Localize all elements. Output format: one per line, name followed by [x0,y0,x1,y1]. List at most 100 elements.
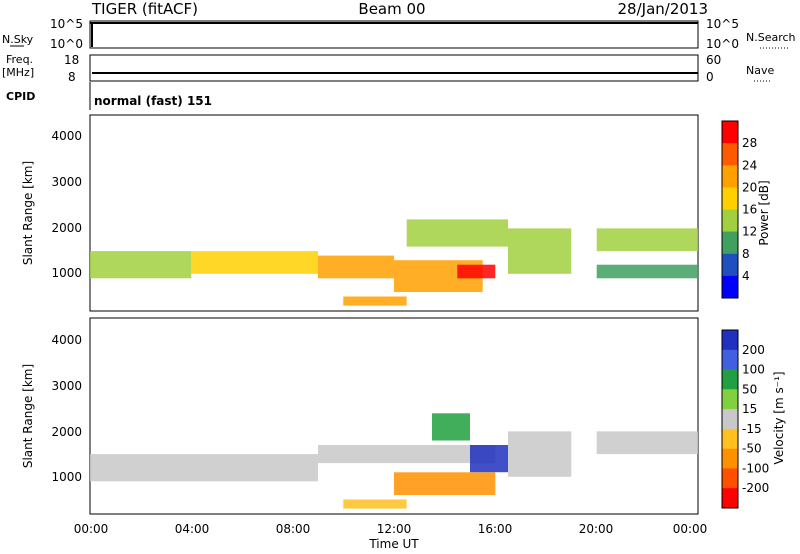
power-colorbar-swatch-4 [722,209,738,233]
power-colorbar-tick-2: 20 [742,180,757,194]
velocity-colorbar-swatch-1 [722,349,738,371]
freq-label: Freq. [6,53,33,66]
power-region-8 [596,228,698,252]
velocity-colorbar-tick-1: 100 [742,363,765,377]
power-heatmap [90,219,698,306]
freq-tick-bottom: 8 [68,70,76,84]
power-region-7 [508,228,572,274]
velocity-colorbar-swatch-3 [722,389,738,410]
velocity-region-6 [508,431,572,477]
xtick-6: 00:00 [673,522,708,536]
power-colorbar-swatch-6 [722,253,738,277]
power-colorbar-swatch-0 [722,121,738,144]
velocity-region-5 [432,413,470,441]
power-colorbar-tick-5: 8 [742,247,750,261]
cpid-label: CPID [6,90,35,103]
freq-panel: Freq. [MHz] 18 8 60 0 Nave [2,53,774,84]
power-colorbar-tick-0: 28 [742,136,757,150]
velocity-colorbar-label: Velocity [m s⁻¹] [772,371,786,464]
velocity-colorbar-swatch-7 [722,468,738,489]
velocity-colorbar-tick-0: 200 [742,343,765,357]
velocity-colorbar-swatch-4 [722,409,738,430]
velocity-colorbar-swatch-0 [722,330,738,351]
power-ytick-4000: 4000 [51,129,82,143]
velocity-colorbar-swatch-8 [722,488,738,509]
power-colorbar-tick-6: 4 [742,269,750,283]
x-axis: 00:00 04:00 08:00 12:00 16:00 20:00 00:0… [74,522,708,551]
power-colorbar-tick-1: 24 [742,158,757,172]
power-panel: Slant Range [km] 4000 3000 2000 1000 282… [21,114,771,312]
nsky-tick-top: 10^5 [50,17,83,31]
nsearch-tick-top: 10^5 [706,17,739,31]
beam-title: Beam 00 [358,0,425,18]
nave-tick-bottom: 0 [706,70,714,84]
xtick-3: 12:00 [377,522,412,536]
velocity-colorbar-tick-4: -15 [742,422,762,436]
power-colorbar-swatch-7 [722,275,738,299]
power-colorbar-swatch-2 [722,165,738,188]
xtick-5: 20:00 [579,522,614,536]
station-title: TIGER (fitACF) [91,0,198,18]
velocity-ylabel: Slant Range [km] [21,364,35,468]
velocity-colorbar-tick-7: -200 [742,481,769,495]
velocity-heatmap [90,413,698,509]
power-colorbar-tick-3: 16 [742,203,757,217]
power-colorbar-label: Power [dB] [757,180,771,245]
power-ylabel: Slant Range [km] [21,161,35,265]
velocity-region-1 [318,445,496,464]
velocity-colorbar: 200 100 50 15 -15 -50 -100 -200 [721,329,769,509]
xtick-2: 08:00 [276,522,311,536]
cpid-panel: CPID normal (fast) 151 [6,82,212,110]
nsky-panel: N.Sky 10^5 10^0 10^5 10^0 N.Search [2,17,796,51]
nave-label: Nave [746,64,774,77]
power-region-6 [406,219,508,247]
cpid-value: normal (fast) 151 [94,94,212,108]
power-ytick-1000: 1000 [51,266,82,280]
freq-unit-label: [MHz] [2,66,34,79]
velocity-ytick-4000: 4000 [51,333,82,347]
power-colorbar-frame [721,120,739,299]
freq-tick-top: 18 [64,53,79,67]
power-colorbar-swatch-1 [722,143,738,166]
power-region-3 [343,296,407,306]
power-region-1 [191,251,318,274]
velocity-colorbar-tick-5: -50 [742,442,762,456]
velocity-colorbar-swatch-5 [722,428,738,450]
power-colorbar: 28 24 20 16 12 8 4 [721,120,757,299]
velocity-region-2 [343,499,407,509]
velocity-region-0 [90,454,318,482]
nsky-label: N.Sky [2,33,34,46]
nsky-tick-bottom: 10^0 [50,37,83,51]
date-title: 28/Jan/2013 [618,0,709,18]
xtick-0: 00:00 [74,522,109,536]
power-colorbar-tick-4: 12 [742,225,757,239]
power-ytick-2000: 2000 [51,221,82,235]
nsearch-tick-bottom: 10^0 [706,37,739,51]
velocity-colorbar-tick-2: 50 [742,382,757,396]
power-ytick-3000: 3000 [51,175,82,189]
velocity-region-7 [596,431,698,455]
velocity-colorbar-frame [721,329,739,509]
xtick-1: 04:00 [175,522,210,536]
velocity-ytick-3000: 3000 [51,379,82,393]
power-region-5 [457,264,496,279]
nave-tick-top: 60 [706,53,721,67]
power-colorbar-swatch-5 [722,231,738,255]
xaxis-label: Time UT [368,537,419,551]
velocity-ytick-2000: 2000 [51,425,82,439]
xtick-4: 16:00 [478,522,513,536]
velocity-region-3 [394,472,496,495]
power-region-2 [318,255,394,279]
nsearch-label: N.Search [746,31,796,44]
velocity-colorbar-tick-3: 15 [742,402,757,416]
velocity-colorbar-swatch-2 [722,369,738,390]
power-colorbar-swatch-3 [722,187,738,210]
velocity-colorbar-tick-6: -100 [742,461,769,475]
power-region-9 [596,264,698,279]
velocity-colorbar-swatch-6 [722,448,738,469]
velocity-region-4 [470,445,508,473]
velocity-ytick-1000: 1000 [51,470,82,484]
velocity-panel: Slant Range [km] 4000 3000 2000 1000 200… [21,317,786,515]
power-region-0 [90,251,192,279]
